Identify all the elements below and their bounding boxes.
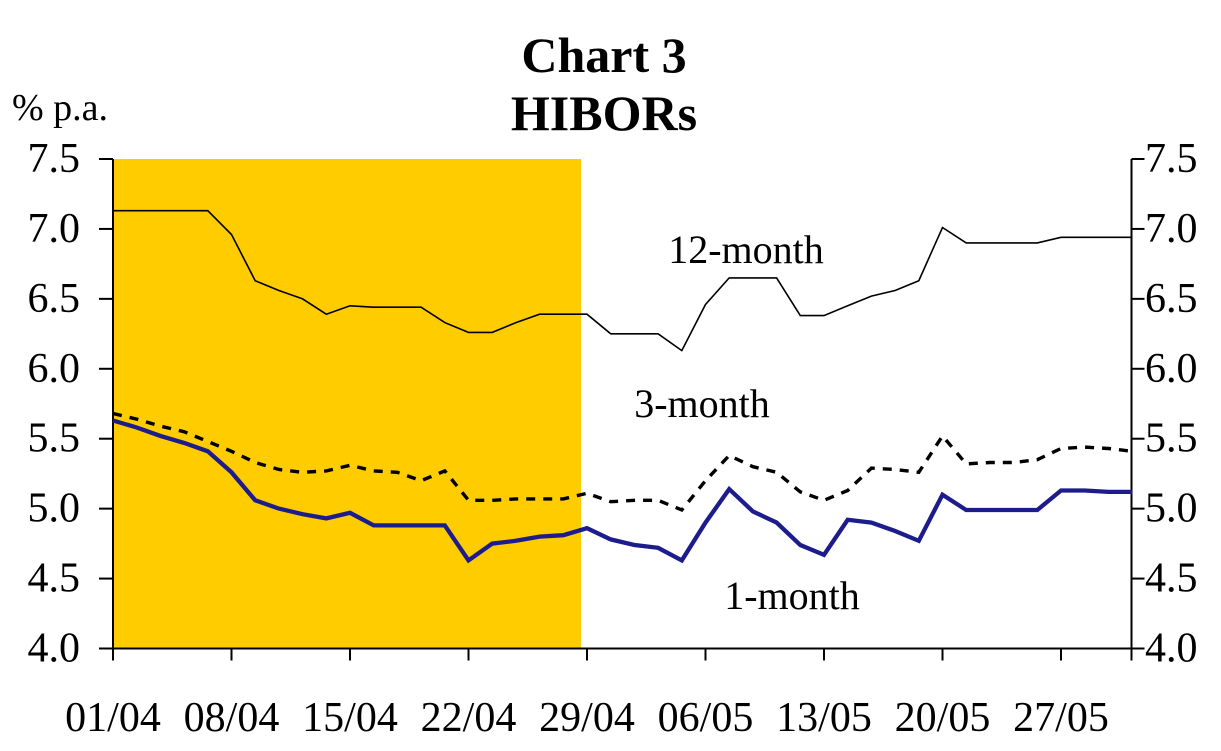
series-line-12-month (113, 209, 1133, 352)
series-label-12-month: 12-month (668, 227, 824, 272)
x-tick-label: 06/05 (658, 695, 754, 741)
series-line-1-month (112, 418, 1133, 564)
x-tick-label: 29/04 (539, 695, 635, 741)
y-tick-label-left: 6.0 (28, 346, 81, 392)
y-tick-label-right: 7.0 (1145, 206, 1198, 252)
y-tick-label-left: 4.5 (28, 556, 81, 602)
x-tick-label: 27/05 (1013, 695, 1109, 741)
y-tick-label-right: 6.0 (1145, 346, 1198, 392)
x-tick-label: 08/04 (184, 695, 280, 741)
shaded-region-april (113, 159, 582, 649)
chart-title-line2: HIBORs (510, 85, 698, 141)
y-tick-label-left: 7.0 (28, 206, 81, 252)
x-tick-label: 13/05 (776, 695, 872, 741)
chart-title: Chart 3 HIBORs (4, 26, 1204, 142)
series-label-3-month: 3-month (634, 381, 770, 426)
y-tick-label-right: 5.0 (1145, 486, 1198, 532)
chart-title-line1: Chart 3 (521, 27, 687, 83)
y-tick-label-left: 7.5 (28, 136, 81, 182)
x-tick-label: 01/04 (65, 695, 161, 741)
x-tick-label: 15/04 (302, 695, 398, 741)
y-tick-label-right: 5.5 (1145, 416, 1198, 462)
y-axis-unit-label: % p.a. (12, 87, 109, 129)
y-tick-label-left: 5.0 (28, 486, 81, 532)
y-tick-label-right: 6.5 (1145, 276, 1198, 322)
series-line-3-month (112, 411, 1133, 513)
y-tick-label-left: 5.5 (28, 416, 81, 462)
y-tick-label-right: 7.5 (1145, 136, 1198, 182)
y-tick-label-right: 4.0 (1145, 626, 1198, 672)
y-tick-label-right: 4.5 (1145, 556, 1198, 602)
x-tick-label: 20/05 (895, 695, 991, 741)
series-label-1-month: 1-month (724, 573, 860, 618)
y-tick-label-left: 6.5 (28, 276, 81, 322)
x-tick-label: 22/04 (421, 695, 517, 741)
y-tick-label-left: 4.0 (28, 626, 81, 672)
